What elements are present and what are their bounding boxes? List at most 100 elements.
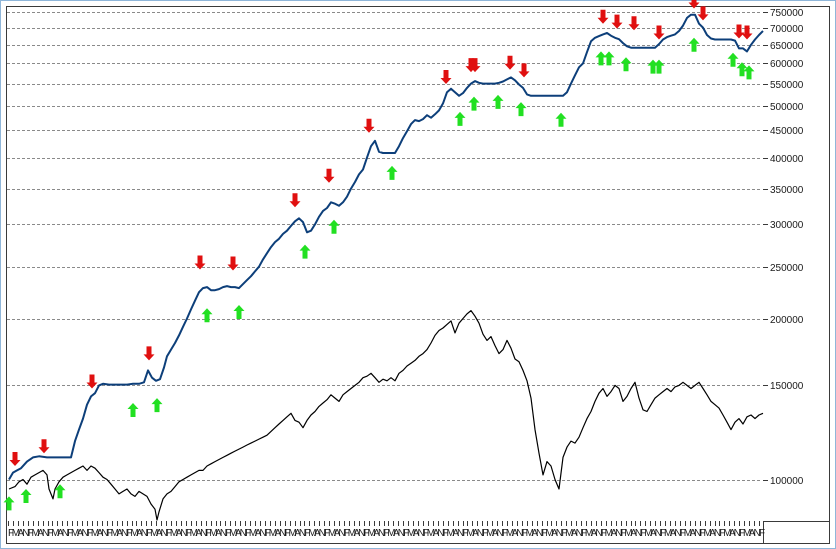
sell-arrow-icon	[194, 255, 206, 270]
x-tick-label: M	[91, 528, 99, 539]
y-tick-label: 600000	[770, 59, 804, 70]
sell-arrow-icon	[289, 193, 301, 208]
x-tick-label: F	[621, 528, 627, 539]
x-tick-label: A	[314, 528, 321, 539]
x-tick-label: A	[294, 528, 301, 539]
x-tick-label: M	[51, 528, 59, 539]
sell-arrow-icon	[688, 0, 700, 9]
x-tick-label: M	[111, 528, 119, 539]
x-tick-label: F	[206, 528, 212, 539]
x-tick-label: A	[255, 528, 262, 539]
buy-arrow-icon	[151, 398, 163, 413]
x-tick-label: M	[368, 528, 376, 539]
x-tick-label: N	[358, 528, 365, 539]
x-tick-label: A	[235, 528, 242, 539]
x-tick-label: N	[141, 528, 148, 539]
buy-arrow-icon	[3, 496, 15, 511]
x-tick-label: F	[443, 528, 449, 539]
x-tick-label: M	[624, 528, 632, 539]
buy-arrow-icon	[201, 308, 213, 323]
x-tick-label: N	[81, 528, 88, 539]
x-tick-label: N	[734, 528, 741, 539]
x-tick-label: N	[180, 528, 187, 539]
x-tick-label: A	[393, 528, 400, 539]
sell-arrow-icon	[363, 118, 375, 133]
x-tick-label: N	[576, 528, 583, 539]
x-tick-label: A	[195, 528, 202, 539]
x-tick-label: A	[571, 528, 578, 539]
x-tick-label: A	[37, 528, 44, 539]
x-tick-label: F	[265, 528, 271, 539]
x-tick-label: N	[674, 528, 681, 539]
x-tick-label: M	[407, 528, 415, 539]
buy-arrow-icon	[727, 52, 739, 67]
x-tick-label: M	[545, 528, 553, 539]
plot-area	[6, 6, 764, 522]
x-tick-label: F	[28, 528, 34, 539]
x-tick-label: F	[324, 528, 330, 539]
buy-arrow-icon	[454, 111, 466, 126]
buy-arrow-icon	[127, 403, 139, 417]
x-tick-label: F	[344, 528, 350, 539]
buy-arrow-icon	[603, 51, 615, 66]
x-tick-label: F	[739, 528, 745, 539]
x-tick-label: A	[452, 528, 459, 539]
sell-arrow-icon	[741, 25, 753, 40]
sell-arrow-icon	[611, 14, 623, 29]
x-tick-label: F	[383, 528, 389, 539]
y-tick-label: 400000	[770, 154, 804, 165]
axis-corner	[763, 521, 830, 544]
x-tick-label: N	[437, 528, 444, 539]
x-tick-label: M	[348, 528, 356, 539]
x-tick-label: M	[743, 528, 751, 539]
x-tick-label: F	[640, 528, 646, 539]
x-tick-label: N	[753, 528, 760, 539]
y-tick-label: 100000	[770, 476, 804, 487]
buy-arrow-icon	[620, 57, 632, 72]
x-tick-label: F	[581, 528, 587, 539]
x-tick-label: N	[299, 528, 306, 539]
sell-arrow-icon	[469, 58, 481, 73]
x-tick-label: F	[462, 528, 468, 539]
x-tick-label: A	[77, 528, 84, 539]
x-tick-label: F	[107, 528, 113, 539]
equity-line	[8, 13, 764, 481]
x-tick-label: A	[18, 528, 25, 539]
x-tick-label: M	[565, 528, 573, 539]
x-tick-label: A	[749, 528, 756, 539]
x-tick-label: A	[551, 528, 558, 539]
x-tick-label: A	[472, 528, 479, 539]
y-tick-label: 550000	[770, 80, 804, 91]
x-tick-label: N	[279, 528, 286, 539]
x-tick-label: N	[516, 528, 523, 539]
x-tick-label: M	[71, 528, 79, 539]
x-tick-label: N	[42, 528, 49, 539]
y-tick-label: 500000	[770, 102, 804, 113]
x-tick-label: N	[536, 528, 543, 539]
buy-arrow-icon	[233, 305, 245, 319]
sell-arrow-icon	[38, 439, 50, 454]
x-tick-label: F	[700, 528, 706, 539]
buy-arrow-icon	[54, 484, 66, 499]
x-tick-label: N	[161, 528, 168, 539]
x-tick-label: F	[660, 528, 666, 539]
x-tick-label: N	[497, 528, 504, 539]
sell-arrow-icon	[440, 70, 452, 84]
x-tick-label: N	[378, 528, 385, 539]
benchmark-line	[8, 310, 764, 521]
buy-arrow-icon	[515, 102, 527, 117]
x-tick-label: N	[457, 528, 464, 539]
x-tick-label: M	[249, 528, 257, 539]
x-tick-label: M	[486, 528, 494, 539]
x-tick-label: A	[650, 528, 657, 539]
x-tick-label: A	[97, 528, 104, 539]
x-tick-label: M	[328, 528, 336, 539]
x-tick-label: N	[417, 528, 424, 539]
x-tick-label: N	[595, 528, 602, 539]
x-tick-label: M	[447, 528, 455, 539]
buy-arrow-icon	[492, 94, 504, 109]
buy-arrow-icon	[299, 244, 311, 259]
x-tick-label: M	[526, 528, 534, 539]
sell-arrow-icon	[504, 55, 516, 70]
